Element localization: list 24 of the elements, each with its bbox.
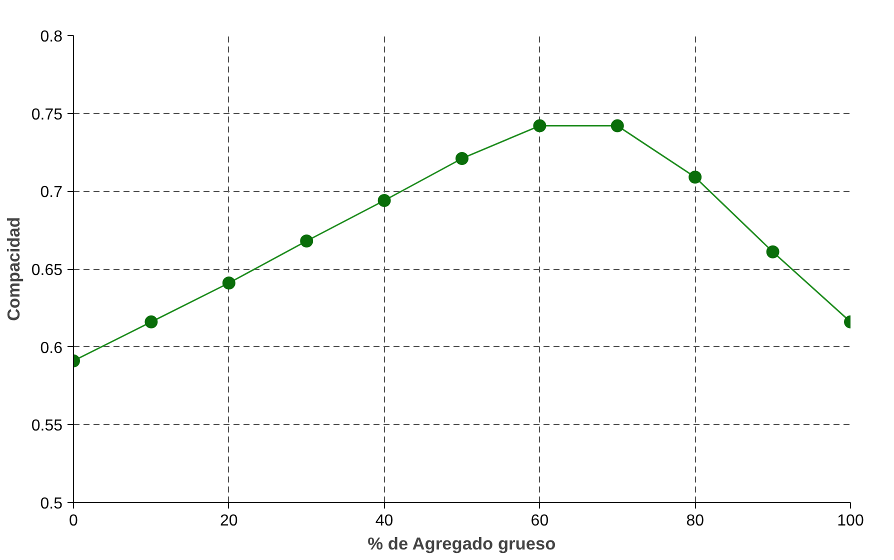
y-tick-label: 0.8 [40,28,63,46]
point [610,119,624,132]
y-tick-label: 0.65 [31,262,63,279]
y-tick-label: 0.5 [40,496,63,512]
y-tick-label: 0.75 [31,106,63,124]
y-tick-label: 0.7 [40,184,63,202]
y-axis-title: Compacidad [3,216,24,321]
point [533,119,546,132]
point [144,315,158,328]
x-tick-label: 40 [375,512,394,530]
point [688,170,702,184]
x-tick-label: 60 [530,512,549,530]
point [456,152,468,165]
x-tick-label: 0 [69,512,78,530]
x-tick-label: 100 [837,512,864,530]
x-axis-title: % de Agregado grueso [368,534,556,554]
x-tick-label: 20 [220,512,238,530]
y-tick-label: 0.55 [31,418,63,435]
point [222,276,236,290]
point [378,194,391,207]
point [300,234,314,248]
y-tick-label: 0.6 [40,340,63,357]
x-tick-label: 80 [686,512,704,530]
point [766,245,780,258]
